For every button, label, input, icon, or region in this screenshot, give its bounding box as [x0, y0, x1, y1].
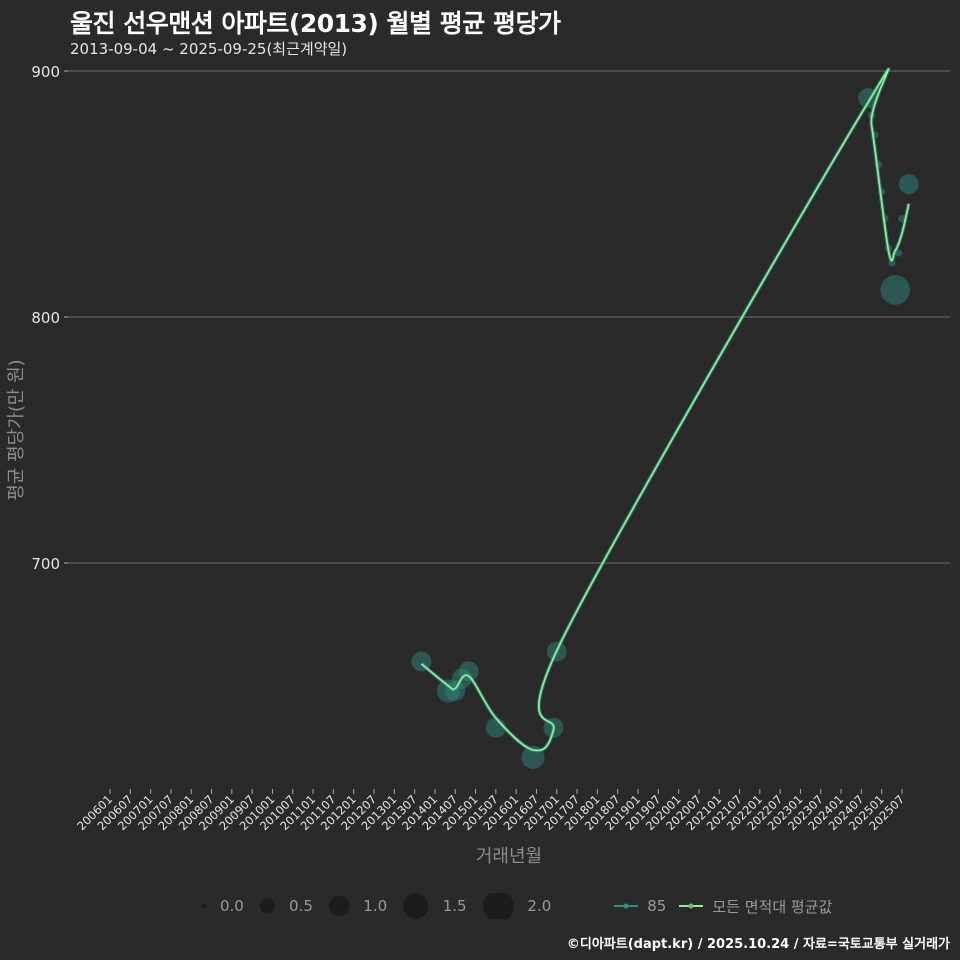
series-85-line [420, 67, 911, 753]
size-circle-icon [259, 898, 276, 914]
size-circle-icon [328, 895, 350, 917]
size-legend-item: 0.5 [258, 893, 313, 919]
size-legend-label: 1.0 [363, 897, 388, 915]
size-legend-item: 0.0 [200, 893, 244, 919]
legend-item-average: 모든 면적대 평균값 [678, 896, 832, 917]
legend: 0.0 0.5 1.0 1.5 2.0 85 모든 면적대 평균값 [200, 893, 832, 919]
size-circle-icon [403, 893, 429, 919]
y-axis-label: 평균 평당가(만 원) [6, 359, 27, 500]
data-point [898, 174, 919, 195]
legend-item-85: 85 [613, 897, 666, 915]
y-tick-label: 700 [31, 555, 60, 573]
line-swatch-average-icon [679, 903, 704, 909]
size-legend-label: 0.0 [220, 897, 244, 915]
size-legend-item: 2.0 [481, 893, 552, 919]
size-legend-label: 1.5 [442, 897, 467, 915]
source-footer: ©디아파트(dapt.kr) / 2025.10.24 / 자료=국토교통부 실… [566, 937, 950, 952]
legend-label-85: 85 [647, 897, 667, 915]
size-legend-item: 1.5 [401, 893, 467, 919]
size-legend-label: 0.5 [289, 897, 313, 915]
size-legend: 0.0 0.5 1.0 1.5 2.0 [200, 893, 565, 919]
size-legend-item: 1.0 [327, 893, 387, 919]
data-point [436, 679, 461, 703]
x-axis-label: 거래년월 [476, 846, 542, 867]
legend-label-average: 모든 면적대 평균값 [712, 897, 833, 916]
y-tick-label: 900 [31, 63, 60, 81]
data-point [880, 275, 911, 305]
average-line [420, 68, 910, 752]
size-legend-label: 2.0 [527, 897, 552, 915]
size-circle-icon [202, 904, 206, 908]
chart-subtitle: 2013-09-04 ~ 2025-09-25(최근계약일) [70, 40, 348, 58]
size-circle-icon [482, 893, 514, 919]
y-tick-label: 800 [31, 309, 60, 327]
line-swatch-85-icon [614, 903, 639, 909]
chart-title: 울진 선우맨션 아파트(2013) 월별 평균 평당가 [70, 9, 561, 38]
